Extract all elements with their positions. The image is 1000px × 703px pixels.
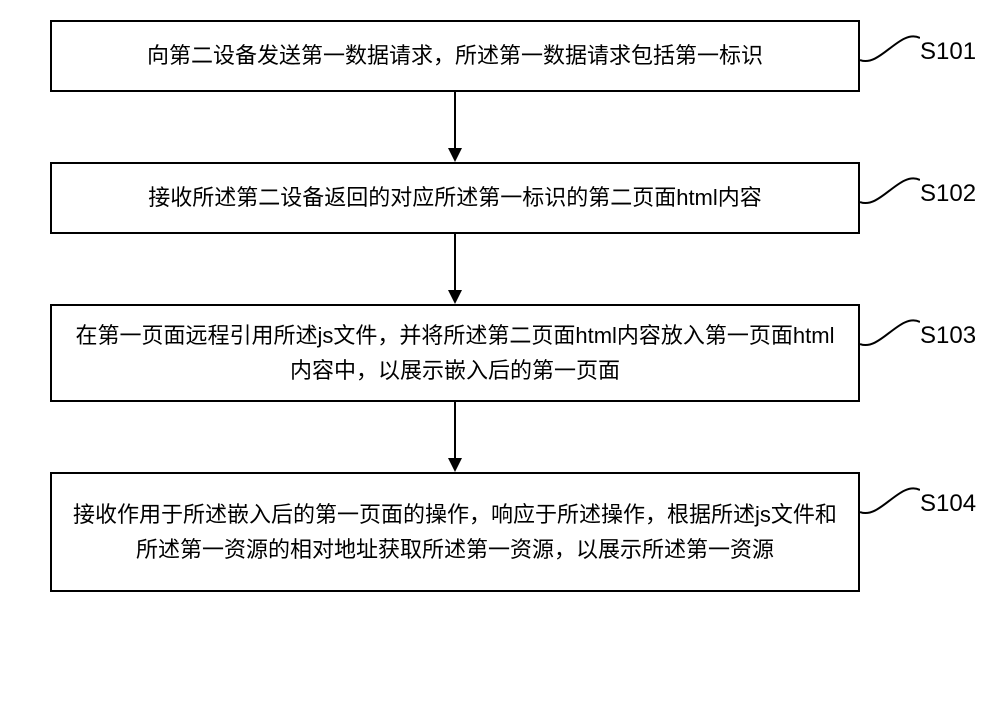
step-label: S103 xyxy=(920,322,976,350)
arrow-svg xyxy=(50,234,950,304)
step-label: S102 xyxy=(920,180,976,208)
step-label: S104 xyxy=(920,490,976,518)
step-text: 向第二设备发送第一数据请求，所述第一数据请求包括第一标识 xyxy=(147,38,763,73)
flow-step: 接收作用于所述嵌入后的第一页面的操作，响应于所述操作，根据所述js文件和所述第一… xyxy=(50,472,950,592)
flow-connector xyxy=(50,92,950,162)
label-connector-curve xyxy=(860,30,920,70)
step-box-2: 接收所述第二设备返回的对应所述第一标识的第二页面html内容 xyxy=(50,162,860,234)
step-box-1: 向第二设备发送第一数据请求，所述第一数据请求包括第一标识 xyxy=(50,20,860,92)
flow-step: 向第二设备发送第一数据请求，所述第一数据请求包括第一标识 S101 xyxy=(50,20,950,92)
flowchart-container: 向第二设备发送第一数据请求，所述第一数据请求包括第一标识 S101 接收所述第二… xyxy=(50,20,950,592)
flow-connector xyxy=(50,402,950,472)
step-box-4: 接收作用于所述嵌入后的第一页面的操作，响应于所述操作，根据所述js文件和所述第一… xyxy=(50,472,860,592)
step-box-3: 在第一页面远程引用所述js文件，并将所述第二页面html内容放入第一页面html… xyxy=(50,304,860,402)
label-connector-curve xyxy=(860,482,920,522)
step-text: 接收所述第二设备返回的对应所述第一标识的第二页面html内容 xyxy=(148,180,762,215)
step-label: S101 xyxy=(920,38,976,66)
step-text: 接收作用于所述嵌入后的第一页面的操作，响应于所述操作，根据所述js文件和所述第一… xyxy=(72,497,838,567)
flow-connector xyxy=(50,234,950,304)
flow-step: 在第一页面远程引用所述js文件，并将所述第二页面html内容放入第一页面html… xyxy=(50,304,950,402)
arrow-svg xyxy=(50,402,950,472)
flow-step: 接收所述第二设备返回的对应所述第一标识的第二页面html内容 S102 xyxy=(50,162,950,234)
label-connector-curve xyxy=(860,172,920,212)
step-text: 在第一页面远程引用所述js文件，并将所述第二页面html内容放入第一页面html… xyxy=(72,318,838,388)
arrow-svg xyxy=(50,92,950,162)
label-connector-curve xyxy=(860,314,920,354)
